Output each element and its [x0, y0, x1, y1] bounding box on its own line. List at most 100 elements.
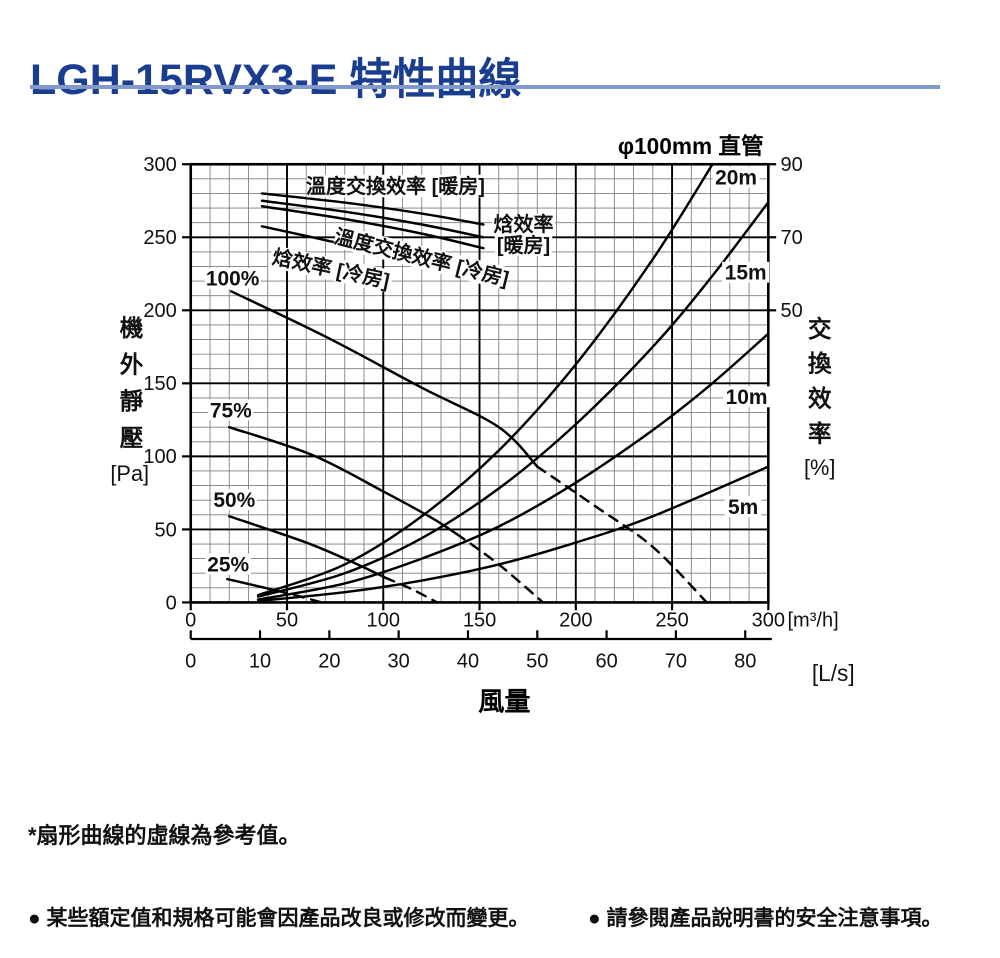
label-backing [268, 244, 394, 293]
curve-enthalpy_heating [260, 199, 485, 239]
curve-fan_100-dashed [536, 465, 708, 604]
label-text: 15m [725, 262, 767, 285]
label-text: 20m [715, 167, 757, 190]
curve-duct_15m [256, 200, 770, 598]
label-backing [208, 399, 254, 421]
chart-subtitle: φ100mm 直管 [618, 133, 764, 159]
tick-label-pct: 50 [781, 300, 803, 322]
curve-fan_50 [228, 515, 387, 579]
label-backing [211, 489, 257, 511]
label-backing [722, 261, 770, 283]
label-backing [205, 553, 251, 575]
label-text: 焓效率 [493, 212, 553, 236]
footnote-dashed-reference: *扇形曲線的虛線為參考值。 [28, 823, 301, 848]
y-left-unit: [Pa] [110, 461, 149, 486]
curve-label-100%: 100% [204, 267, 261, 291]
tick-label-m3h: 50 [276, 610, 298, 632]
label-text: 10m [726, 386, 768, 409]
curve-duct_10m [256, 332, 770, 601]
tick-label-ls: 50 [526, 651, 548, 673]
x-axis-unit-m3h: [m³/h] [787, 610, 838, 632]
tick-label-pct: 90 [781, 154, 803, 176]
curve-label-50%: 50% [211, 489, 257, 512]
y-right-title: 交換效率 [%] [804, 315, 835, 480]
tick-label-m3h: 150 [463, 610, 496, 632]
y-left-char: 壓 [120, 425, 144, 451]
tick-label-ls: 40 [457, 651, 479, 673]
y-left-char: 靜 [120, 388, 144, 414]
y-right-char: 效 [808, 385, 832, 412]
footnote-spec-change: ● 某些額定值和規格可能會因產品改良或修改而變更。 [28, 907, 530, 930]
y-left-char: 機 [120, 315, 144, 341]
curve-fan_75 [228, 425, 458, 536]
curve-label-15m: 15m [722, 261, 770, 285]
curve-temp_exchange_cooling [260, 205, 485, 250]
curve-label-10m: 10m [723, 386, 771, 409]
curve-label-20m: 20m [712, 166, 760, 190]
label-text: 5m [728, 496, 758, 519]
page-title: LGH-15RVX3-E 特性曲線 [30, 55, 522, 104]
tick-label-pa: 50 [155, 519, 177, 541]
y-left-char: 外 [120, 351, 144, 378]
curve-label-5m: 5m [724, 496, 762, 519]
tick-label-m3h: 200 [559, 610, 592, 632]
label-backing [494, 234, 553, 256]
axis-ticks [182, 163, 777, 611]
label-backing [724, 496, 762, 518]
y-right-char: 交 [808, 315, 832, 342]
curve-temp_exchange_heating [260, 192, 485, 226]
tick-label-ls: 30 [388, 651, 410, 673]
tick-label-ls: 10 [249, 651, 271, 673]
curve-duct_20m [256, 163, 714, 597]
curve-fan_100 [229, 290, 539, 468]
label-backing [306, 174, 485, 198]
curve-label-25%: 25% [205, 553, 251, 576]
tick-label-ls: 80 [734, 651, 756, 673]
label-text: [暖房] [497, 233, 550, 257]
label-backing [204, 267, 261, 289]
label-backing [723, 386, 771, 408]
label-text: 75% [210, 399, 252, 422]
tick-label-ls: 0 [185, 651, 196, 673]
characteristic-curve-chart: 300 250 200 150 100 50 0 90 70 50 0 50 100 150 200 250 3… [0, 105, 1000, 815]
curve-label-75%: 75% [208, 399, 254, 422]
label-backing [332, 224, 511, 290]
curve-label-[暖房]: [暖房] [494, 233, 553, 257]
label-text: 25% [207, 553, 249, 576]
tick-label-ls: 70 [665, 651, 687, 673]
tick-label-ls: 20 [318, 651, 340, 673]
tick-label-m3h: 100 [367, 610, 400, 632]
footnote-safety: ● 請參閱產品說明書的安全注意事項。 [588, 907, 943, 930]
label-text: 100% [206, 268, 260, 291]
tick-label-pa: 100 [143, 446, 176, 468]
y-right-unit: [%] [804, 455, 835, 480]
label-text: 溫度交換效率 [暖房] [306, 174, 485, 198]
curves [226, 163, 770, 604]
x-axis-unit-ls: [L/s] [812, 660, 855, 686]
tick-label-pa: 150 [143, 373, 176, 395]
tick-label-m3h: 300 [752, 610, 785, 632]
tick-label-m3h: 250 [655, 610, 688, 632]
tick-label-pa: 0 [166, 592, 177, 614]
tick-label-pa: 200 [143, 300, 176, 322]
curve-duct_5m [256, 465, 770, 603]
tick-label-pct: 70 [781, 227, 803, 249]
curve-label-溫度交換效率 [暖房]: 溫度交換效率 [暖房] [306, 174, 485, 198]
tick-label-pa: 250 [143, 227, 176, 249]
secondary-axis [189, 630, 772, 641]
tick-label-ls: 60 [595, 651, 617, 673]
tick-label-m3h: 0 [185, 610, 196, 632]
label-backing [712, 166, 760, 188]
curve-label-焓效率: 焓效率 [492, 212, 555, 236]
curve-fan_50-dashed [383, 576, 439, 604]
y-right-char: 率 [808, 419, 832, 446]
title-rule [30, 85, 940, 89]
label-backing [492, 213, 555, 235]
label-text: 50% [213, 489, 255, 512]
x-axis-title: 風量 [478, 687, 530, 717]
tick-label-pa: 300 [143, 154, 176, 176]
